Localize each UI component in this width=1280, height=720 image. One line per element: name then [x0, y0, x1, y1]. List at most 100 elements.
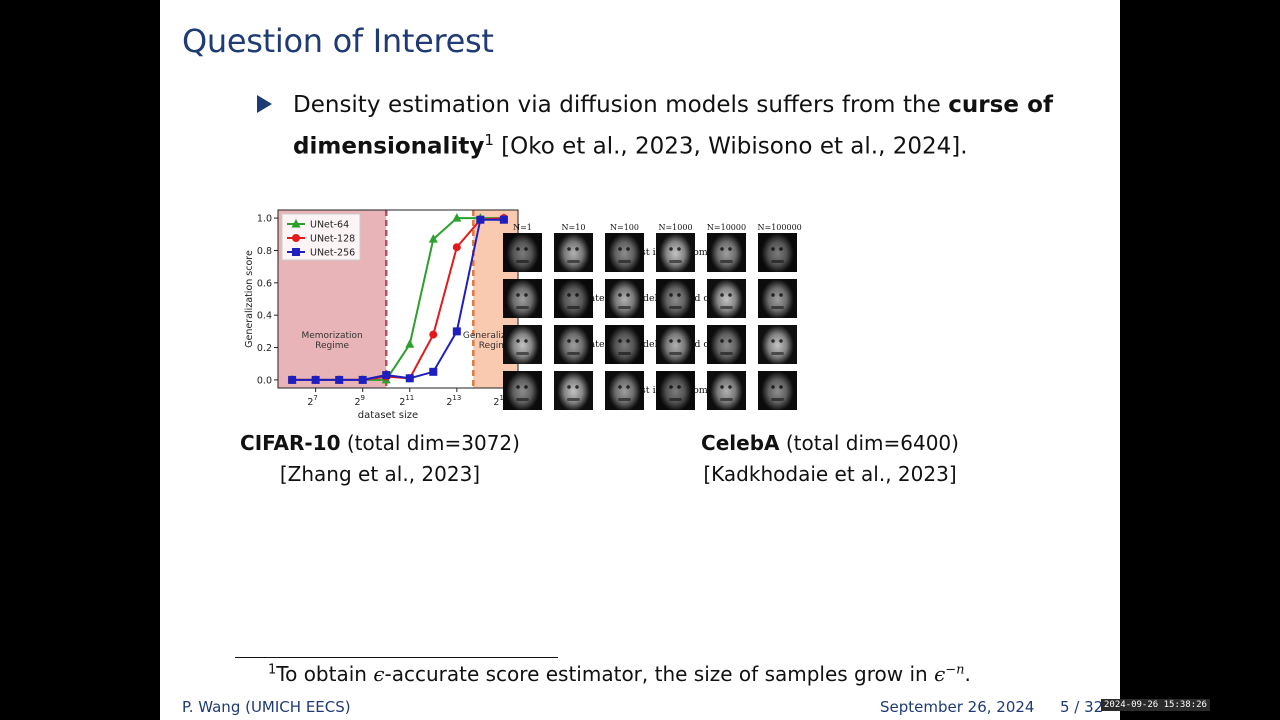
face-image: [758, 233, 797, 272]
y-tick-label: 1.0: [257, 214, 272, 225]
face-image: [656, 325, 695, 364]
data-point-unet-64: [452, 213, 462, 222]
footnote-rule: [235, 657, 558, 658]
face-image: [707, 325, 746, 364]
face-image: [503, 371, 542, 410]
right-caption-dataset: CelebA: [701, 431, 780, 455]
celeba-figure: N=1N=10N=100N=1000N=10000N=100000Closest…: [503, 222, 1045, 417]
legend-label: UNet-256: [310, 248, 355, 259]
left-caption-dataset: CIFAR-10: [240, 431, 341, 455]
n-label: N=10000: [706, 223, 747, 232]
slide-title: Question of Interest: [182, 22, 494, 60]
x-tick-label: 27: [307, 394, 318, 408]
footer-author: P. Wang (UMICH EECS): [182, 698, 351, 716]
bullet-citations: [Oko et al., 2023, Wibisono et al., 2024…: [493, 133, 968, 160]
y-tick-label: 0.4: [257, 311, 272, 322]
face-image: [656, 279, 695, 318]
y-tick-label: 0.0: [257, 375, 272, 386]
face-image: [656, 371, 695, 410]
footnote-text-after: .: [964, 662, 971, 686]
slide: Question of Interest Density estimation …: [160, 0, 1120, 720]
bullet-footnote-mark: 1: [484, 131, 494, 149]
y-tick-label: 0.2: [257, 343, 272, 354]
data-point-unet-256: [476, 215, 485, 224]
face-image: [707, 279, 746, 318]
bullet-triangle-icon: [257, 95, 272, 113]
legend-marker: [292, 248, 300, 256]
footnote-mark: 1: [268, 662, 277, 678]
face-image: [707, 371, 746, 410]
footnote-text-mid: -accurate score estimator, the size of s…: [384, 662, 935, 686]
legend-label: UNet-128: [310, 234, 355, 245]
data-point-unet-256: [288, 375, 297, 384]
data-point-unet-128: [429, 330, 438, 339]
y-axis-label: Generalization score: [244, 250, 255, 348]
face-image: [503, 279, 542, 318]
face-image: [707, 233, 746, 272]
data-point-unet-256: [429, 367, 438, 376]
n-label: N=100: [610, 223, 639, 232]
footnote-epsilon-power: ϵ: [934, 662, 946, 686]
generalization-label-line2: Regime: [479, 341, 513, 351]
left-caption-citation: [Zhang et al., 2023]: [279, 462, 481, 486]
face-image: [554, 371, 593, 410]
legend-label: UNet-64: [310, 220, 349, 231]
generalization-chart-svg: MemorizationRegimeGeneralizationRegime0.…: [244, 209, 528, 421]
face-image: [554, 279, 593, 318]
legend-marker: [291, 219, 301, 228]
data-point-unet-256: [382, 371, 391, 380]
bullet-text: Density estimation via diffusion models …: [293, 88, 1053, 165]
footnote-exponent: −n: [945, 662, 965, 678]
x-tick-label: 213: [446, 394, 461, 408]
right-caption: CelebA (total dim=6400) [Kadkhodaie et a…: [680, 428, 980, 490]
face-image: [503, 325, 542, 364]
y-tick-label: 0.6: [257, 278, 272, 289]
face-image: [605, 233, 644, 272]
x-axis-label: dataset size: [358, 410, 418, 420]
data-point-unet-64: [405, 339, 415, 348]
face-image: [758, 325, 797, 364]
n-label: N=1: [513, 223, 532, 232]
n-label: N=1000: [658, 223, 693, 232]
y-tick-label: 0.8: [257, 246, 272, 257]
face-image: [656, 233, 695, 272]
left-caption: CIFAR-10 (total dim=3072) [Zhang et al.,…: [230, 428, 530, 490]
data-point-unet-256: [499, 215, 508, 224]
right-caption-dim: (total dim=6400): [779, 431, 959, 455]
face-image: [758, 371, 797, 410]
legend-marker: [292, 234, 300, 242]
footnote: 1To obtain ϵ-accurate score estimator, t…: [268, 662, 971, 686]
face-image: [605, 325, 644, 364]
generalization-label-line1: Generalization: [463, 331, 525, 341]
n-label: N=10: [561, 223, 586, 232]
x-tick-label: 29: [354, 394, 365, 408]
face-image: [605, 371, 644, 410]
footnote-epsilon: ϵ: [373, 662, 385, 686]
n-label: N=100000: [757, 223, 802, 232]
series-line-unet-256: [292, 218, 504, 381]
data-point-unet-256: [358, 375, 367, 384]
data-point-unet-256: [311, 375, 320, 384]
right-caption-citation: [Kadkhodaie et al., 2023]: [703, 462, 957, 486]
left-caption-dim: (total dim=3072): [340, 431, 520, 455]
memorization-label-line2: Regime: [315, 341, 349, 351]
footer-date: September 26, 2024: [880, 698, 1035, 716]
data-point-unet-256: [452, 327, 461, 336]
memorization-label-line1: Memorization: [301, 331, 362, 341]
bullet-text-before: Density estimation via diffusion models …: [293, 92, 949, 118]
face-image: [503, 233, 542, 272]
video-timestamp: 2024-09-26 15:38:26: [1101, 699, 1210, 711]
data-point-unet-64: [428, 234, 438, 243]
data-point-unet-128: [452, 243, 461, 252]
x-tick-label: 211: [399, 394, 414, 408]
face-image: [554, 233, 593, 272]
data-point-unet-256: [405, 374, 414, 383]
face-image: [605, 279, 644, 318]
face-image: [758, 279, 797, 318]
cifar-chart: Memorization Regime Generalization Regime 0.…: [240, 200, 528, 421]
data-point-unet-256: [335, 375, 344, 384]
face-image: [554, 325, 593, 364]
footer-page-number: 5 / 32: [1060, 698, 1104, 716]
bullet-bold-text: curse of dimensionality: [293, 92, 1053, 160]
footnote-text-before: To obtain: [276, 662, 374, 686]
